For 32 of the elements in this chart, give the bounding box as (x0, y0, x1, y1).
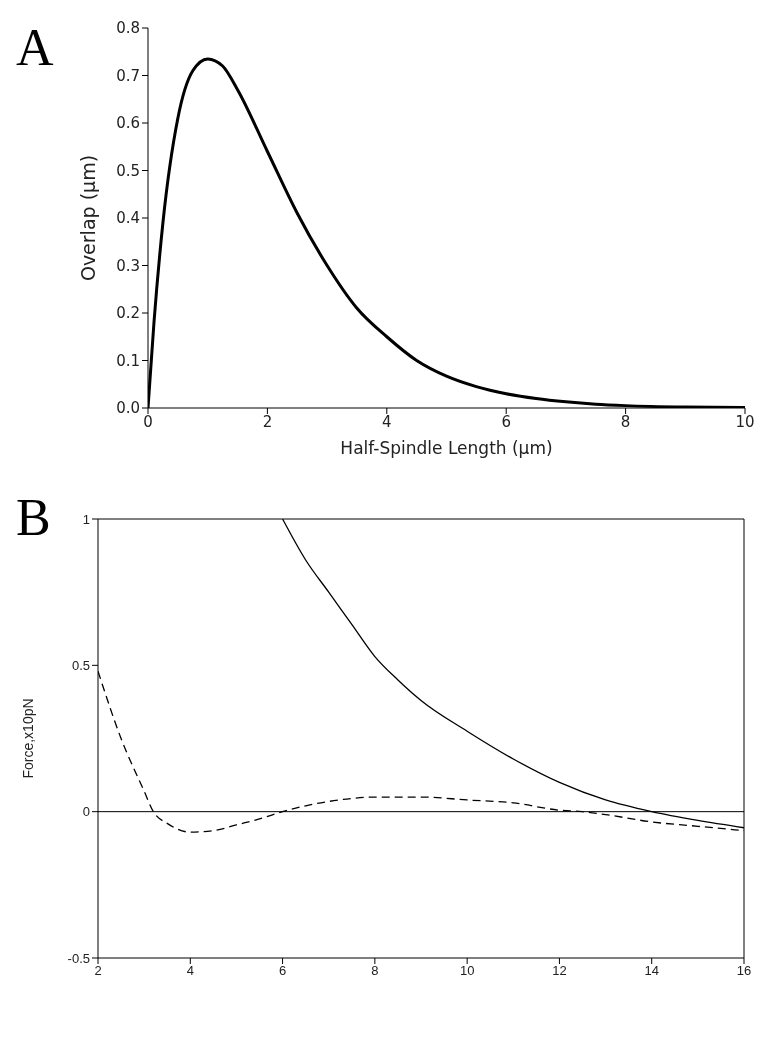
x-axis-title: Half-Spindle Length (µm) (340, 438, 553, 458)
y-tick-label: 0.1 (116, 351, 140, 370)
x-tick-label: 6 (278, 963, 287, 979)
y-axis-title: Force,x10pN (19, 698, 36, 779)
x-tick-label: 16 (736, 963, 752, 979)
y-axis-title: Overlap (µm) (76, 154, 99, 282)
y-tick-label: 0.7 (116, 66, 140, 85)
x-tick-label: 8 (620, 412, 631, 431)
y-tick-label: 0.2 (116, 304, 140, 323)
x-tick-label: 10 (735, 412, 755, 431)
y-tick-label: 1 (82, 511, 90, 527)
y-tick-label: 0.0 (116, 399, 140, 418)
chart-title: A (16, 18, 54, 77)
x-tick-label: 2 (262, 412, 273, 431)
x-tick-label: 2 (94, 963, 102, 979)
x-tick-label: 12 (552, 963, 567, 979)
chart-title: B (16, 488, 51, 547)
y-tick-label: 0.5 (71, 657, 90, 673)
y-tick-label: 0 (82, 804, 90, 820)
y-tick-label: -0.5 (67, 950, 90, 966)
y-tick-label: 0.3 (116, 256, 140, 275)
y-tick-label: 0.8 (116, 19, 140, 38)
x-tick-label: 14 (644, 963, 659, 979)
x-tick-label: 4 (186, 963, 194, 979)
x-tick-label: 10 (459, 963, 475, 979)
x-tick-label: 6 (501, 412, 511, 431)
x-tick-label: 4 (382, 412, 392, 431)
y-tick-label: 0.5 (116, 161, 140, 180)
y-tick-label: 0.6 (116, 114, 140, 133)
y-tick-label: 0.4 (116, 209, 140, 228)
x-tick-label: 0 (143, 412, 153, 431)
x-tick-label: 8 (371, 963, 379, 979)
